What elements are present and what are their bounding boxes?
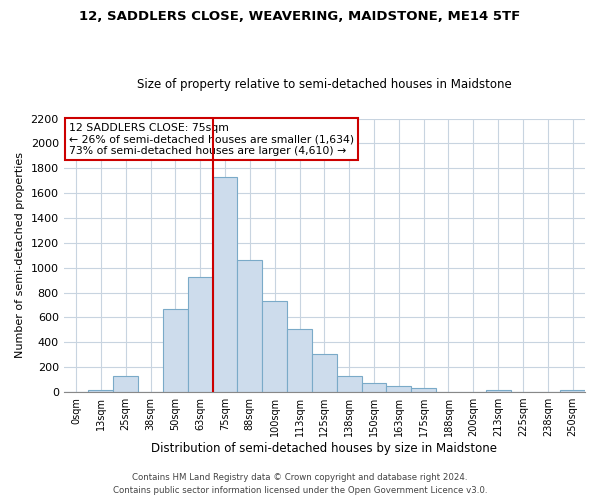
Y-axis label: Number of semi-detached properties: Number of semi-detached properties (15, 152, 25, 358)
Bar (113, 376, 138, 392)
Bar (411, 388, 436, 392)
Bar (312, 354, 337, 392)
X-axis label: Distribution of semi-detached houses by size in Maidstone: Distribution of semi-detached houses by … (151, 442, 497, 455)
Bar (337, 376, 362, 392)
Title: Size of property relative to semi-detached houses in Maidstone: Size of property relative to semi-detach… (137, 78, 512, 91)
Bar (485, 390, 511, 392)
Bar (287, 330, 312, 392)
Bar (212, 177, 238, 392)
Bar (560, 390, 585, 392)
Bar (386, 386, 411, 392)
Bar (362, 383, 386, 392)
Text: Contains HM Land Registry data © Crown copyright and database right 2024.
Contai: Contains HM Land Registry data © Crown c… (113, 474, 487, 495)
Text: 12 SADDLERS CLOSE: 75sqm
← 26% of semi-detached houses are smaller (1,634)
73% o: 12 SADDLERS CLOSE: 75sqm ← 26% of semi-d… (69, 122, 354, 156)
Bar (163, 310, 188, 392)
Bar (238, 260, 262, 392)
Bar (88, 390, 113, 392)
Bar (262, 300, 287, 392)
Text: 12, SADDLERS CLOSE, WEAVERING, MAIDSTONE, ME14 5TF: 12, SADDLERS CLOSE, WEAVERING, MAIDSTONE… (79, 10, 521, 23)
Bar (188, 277, 212, 392)
